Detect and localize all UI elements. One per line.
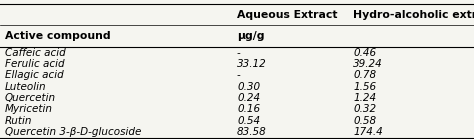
Text: Active compound: Active compound: [5, 31, 110, 41]
Text: Luteolin: Luteolin: [5, 82, 46, 92]
Text: Ferulic acid: Ferulic acid: [5, 59, 64, 69]
Text: Aqueous Extract: Aqueous Extract: [237, 10, 337, 20]
Text: 0.78: 0.78: [353, 70, 376, 80]
Text: 0.46: 0.46: [353, 48, 376, 58]
Text: Hydro-alcoholic extract: Hydro-alcoholic extract: [353, 10, 474, 20]
Text: 0.58: 0.58: [353, 116, 376, 126]
Text: -: -: [237, 48, 241, 58]
Text: 1.24: 1.24: [353, 93, 376, 103]
Text: Quercetin: Quercetin: [5, 93, 56, 103]
Text: μg/g: μg/g: [237, 31, 264, 41]
Text: 0.16: 0.16: [237, 104, 260, 114]
Text: -: -: [237, 70, 241, 80]
Text: Quercetin 3-β-D-glucoside: Quercetin 3-β-D-glucoside: [5, 127, 141, 137]
Text: 0.30: 0.30: [237, 82, 260, 92]
Text: 0.32: 0.32: [353, 104, 376, 114]
Text: 83.58: 83.58: [237, 127, 267, 137]
Text: 0.24: 0.24: [237, 93, 260, 103]
Text: 39.24: 39.24: [353, 59, 383, 69]
Text: 33.12: 33.12: [237, 59, 267, 69]
Text: Myricetin: Myricetin: [5, 104, 53, 114]
Text: Caffeic acid: Caffeic acid: [5, 48, 65, 58]
Text: 0.54: 0.54: [237, 116, 260, 126]
Text: Rutin: Rutin: [5, 116, 32, 126]
Text: 1.56: 1.56: [353, 82, 376, 92]
Text: 174.4: 174.4: [353, 127, 383, 137]
Text: Ellagic acid: Ellagic acid: [5, 70, 64, 80]
